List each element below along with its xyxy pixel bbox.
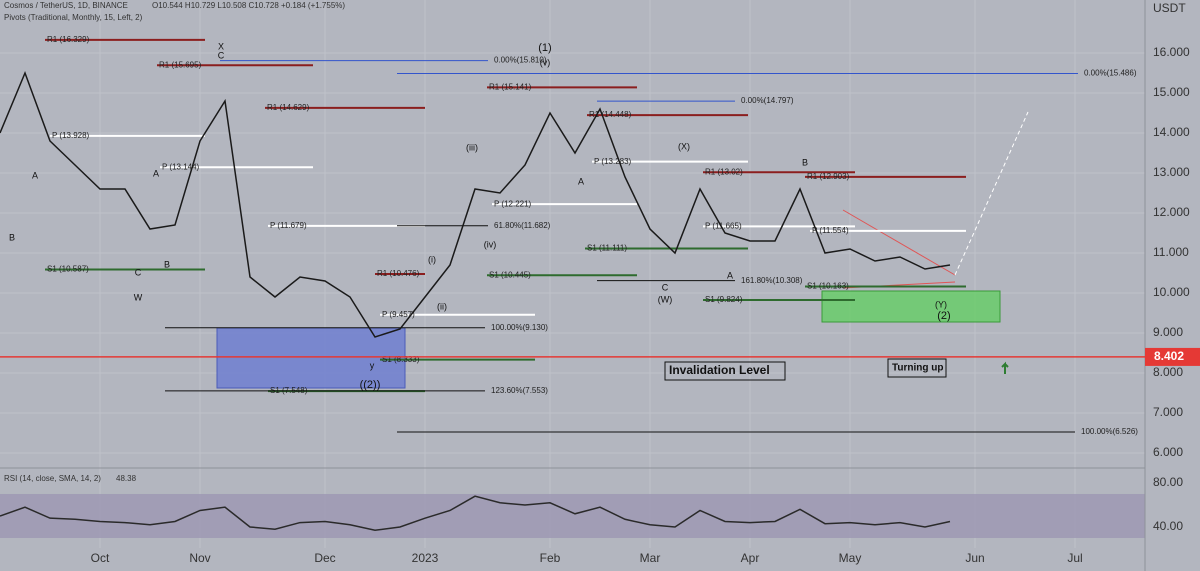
- pivot-label: S1 (8.333): [382, 355, 420, 364]
- wave-label: A: [32, 170, 38, 180]
- wave-label: (Y): [935, 299, 947, 309]
- x-tick-label: Jul: [1067, 551, 1082, 565]
- pivot-label: R1 (10.476): [377, 269, 420, 278]
- wave-label: (v): [540, 57, 551, 67]
- pivot-label: S1 (10.587): [47, 265, 89, 274]
- up-arrow: [1001, 361, 1009, 374]
- x-tick-label: Dec: [314, 551, 335, 565]
- pivot-label: R1 (12.903): [807, 172, 850, 181]
- pivot-label: S1 (10.163): [807, 282, 849, 291]
- pivot-label: R1 (13.02): [705, 167, 743, 176]
- pivot-label: P (11.665): [705, 222, 742, 231]
- pivot-label: P (13.144): [162, 162, 200, 171]
- y-tick-label: 12.000: [1153, 205, 1190, 219]
- wave-label: A: [153, 168, 159, 178]
- x-tick-label: May: [839, 551, 862, 565]
- unit: USDT: [1153, 1, 1186, 15]
- fib-label: 161.80%(10.308): [741, 276, 803, 285]
- y-tick-label: 6.000: [1153, 445, 1183, 459]
- x-tick-label: Nov: [189, 551, 210, 565]
- x-tick-label: 2023: [412, 551, 439, 565]
- wave-label: ((2)): [360, 379, 381, 391]
- indicator-label: Pivots (Traditional, Monthly, 15, Left, …: [4, 13, 143, 22]
- rsi-value: 48.38: [116, 474, 137, 483]
- fib-label: 123.60%(7.553): [491, 386, 548, 395]
- wave-label: (iv): [484, 239, 497, 249]
- pivot-label: R1 (14.448): [589, 110, 632, 119]
- fib-label: 100.00%(6.526): [1081, 427, 1138, 436]
- price-tag: [1145, 347, 1200, 366]
- y-tick-label: 16.000: [1153, 45, 1190, 59]
- rsi-line: [0, 495, 951, 532]
- pivot-label: S1 (10.445): [489, 270, 531, 279]
- wave-label: B: [9, 232, 15, 242]
- wave-label: y: [370, 360, 375, 370]
- pivot-label: P (13.283): [594, 157, 632, 166]
- annotation: Invalidation Level: [669, 363, 770, 377]
- wave-label: (ii): [437, 301, 447, 311]
- pivot-label: P (11.554): [812, 226, 849, 235]
- chart-title: Cosmos / TetherUS, 1D, BINANCE: [4, 1, 128, 10]
- pivot-label: R1 (16.329): [47, 35, 90, 44]
- y-tick-label: 7.000: [1153, 405, 1183, 419]
- price-tag-label: 8.402: [1154, 349, 1184, 363]
- pivot-label: S1 (9.824): [705, 295, 743, 304]
- wave-label: C: [218, 50, 225, 60]
- wave-label: C: [662, 282, 669, 292]
- y-tick-label: 40.00: [1153, 519, 1183, 533]
- y-tick-label: 11.000: [1153, 245, 1189, 259]
- y-tick-label: 9.000: [1153, 325, 1183, 339]
- trendline: [842, 209, 956, 276]
- fib-label: 0.00%(14.797): [741, 96, 794, 105]
- wave-label: X: [218, 41, 224, 51]
- annotation: Turning up: [892, 363, 943, 374]
- y-tick-label: 80.00: [1153, 475, 1183, 489]
- y-tick-label: 8.000: [1153, 365, 1183, 379]
- y-tick-label: 15.000: [1153, 85, 1190, 99]
- annotation-box: [887, 358, 947, 378]
- wave-label: B: [802, 157, 808, 167]
- projection: [954, 111, 1029, 276]
- x-tick-label: Feb: [540, 551, 561, 565]
- price-line: [0, 70, 951, 338]
- wave-label: (X): [678, 141, 690, 151]
- ohlc: O10.544 H10.729 L10.508 C10.728 +0.184 (…: [152, 1, 345, 10]
- fib-label: 61.80%(11.682): [494, 221, 551, 230]
- pivot-label: P (12.221): [494, 199, 532, 208]
- rsi-band: [0, 493, 1145, 538]
- fib-label: 0.00%(15.810): [494, 56, 547, 65]
- fib-label: 0.00%(15.486): [1084, 69, 1137, 78]
- wave-label: (1): [538, 42, 551, 54]
- wave-label: (W): [658, 294, 673, 304]
- x-tick-label: Jun: [965, 551, 984, 565]
- wave-label: A: [727, 270, 733, 280]
- wave-label: W: [134, 292, 143, 302]
- x-tick-label: Apr: [741, 551, 760, 565]
- rsi-title: RSI (14, close, SMA, 14, 2): [4, 474, 101, 483]
- x-tick-label: Mar: [640, 551, 661, 565]
- pivot-label: R1 (15.141): [489, 82, 532, 91]
- pivot-label: P (13.928): [52, 131, 90, 140]
- pivot-label: P (9.457): [382, 310, 415, 319]
- wave-2-zone: [216, 327, 406, 389]
- wave-label: C: [135, 267, 142, 277]
- pivot-label: P (11.679): [270, 221, 307, 230]
- pivot-label: R1 (14.629): [267, 103, 310, 112]
- x-tick-label: Oct: [91, 551, 110, 565]
- wave-label: (iii): [466, 142, 478, 152]
- target-zone: [821, 290, 1001, 323]
- wave-label: (2): [937, 310, 950, 322]
- y-tick-label: 10.000: [1153, 285, 1190, 299]
- pivot-label: S1 (11.111): [587, 244, 627, 253]
- y-tick-label: 13.000: [1153, 165, 1190, 179]
- wave-label: B: [164, 259, 170, 269]
- pivot-label: R1 (15.695): [159, 60, 202, 69]
- y-tick-label: 14.000: [1153, 125, 1190, 139]
- wave-label: (i): [428, 254, 436, 264]
- fib-label: 100.00%(9.130): [491, 323, 548, 332]
- annotation-box: [664, 361, 786, 381]
- wave-label: A: [578, 176, 584, 186]
